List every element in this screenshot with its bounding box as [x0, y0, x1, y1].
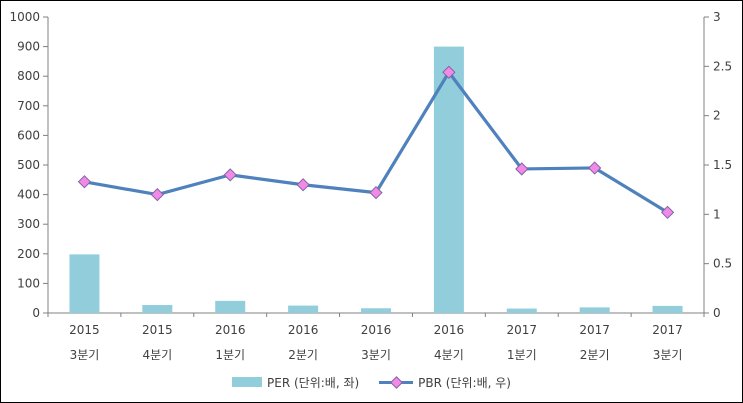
category-label-year: 2016 — [361, 323, 392, 337]
left-axis-tick-label: 400 — [17, 188, 40, 202]
category-label-quarter: 1분기 — [507, 348, 537, 362]
right-axis-tick-label: 3 — [713, 10, 721, 24]
left-axis-tick-label: 300 — [17, 217, 40, 231]
pbr-diamond-marker-icon — [390, 376, 404, 389]
pbr-marker-icon — [588, 161, 602, 175]
per-bar — [579, 307, 610, 313]
left-axis-tick-label: 100 — [17, 276, 40, 290]
legend-label-pbr: PBR (단위:배, 우) — [418, 375, 511, 390]
left-axis-tick-label: 500 — [17, 158, 40, 172]
category-label-quarter: 3분기 — [361, 348, 391, 362]
pbr-marker-icon — [442, 65, 456, 79]
per-bar — [361, 308, 391, 313]
category-label-quarter: 4분기 — [434, 348, 464, 362]
right-axis-tick-label: 2.5 — [713, 59, 732, 73]
right-axis-tick-label: 1.5 — [713, 158, 732, 172]
pbr-marker-icon — [369, 185, 383, 200]
right-axis-tick-label: 0 — [713, 306, 721, 320]
category-label-year: 2016 — [215, 323, 246, 337]
left-axis-tick-label: 700 — [17, 99, 40, 113]
pbr-marker-icon — [150, 187, 164, 202]
category-label-year: 2015 — [142, 323, 173, 337]
chart-legend: PER (단위:배, 좌) PBR (단위:배, 우) — [1, 372, 742, 392]
category-label-quarter: 3분기 — [653, 348, 683, 362]
right-axis-tick-label: 0.5 — [713, 257, 732, 271]
left-axis-tick-label: 900 — [17, 40, 40, 54]
left-axis-tick-label: 600 — [17, 128, 40, 142]
category-label-year: 2016 — [288, 323, 319, 337]
per-bar — [652, 305, 683, 313]
category-label-year: 2017 — [652, 323, 683, 337]
category-label-quarter: 1분기 — [215, 348, 245, 362]
category-label-year: 2017 — [507, 323, 538, 337]
right-axis-tick-label: 1 — [713, 207, 721, 221]
category-label-year: 2017 — [579, 323, 610, 337]
per-bar — [506, 308, 537, 313]
per-bar-swatch-icon — [232, 377, 262, 387]
left-axis-tick-label: 1000 — [9, 10, 40, 24]
pbr-marker-icon — [77, 175, 92, 189]
category-label-year: 2016 — [434, 323, 465, 337]
pbr-marker-icon — [515, 162, 529, 176]
category-label-year: 2015 — [69, 323, 100, 337]
per-bar — [215, 300, 246, 313]
category-label-quarter: 2분기 — [580, 348, 610, 362]
pbr-line-swatch-icon — [379, 376, 414, 389]
left-axis-tick-label: 800 — [17, 69, 40, 83]
left-axis-tick-label: 0 — [32, 306, 40, 320]
left-axis-tick-label: 200 — [17, 247, 40, 261]
category-label-quarter: 2분기 — [288, 348, 318, 362]
pbr-marker-icon — [660, 205, 675, 220]
category-label-quarter: 3분기 — [70, 348, 100, 362]
pbr-marker-icon — [223, 168, 237, 182]
legend-item-per: PER (단위:배, 좌) — [232, 374, 359, 391]
right-axis-tick-label: 2 — [713, 109, 721, 123]
per-bar — [142, 305, 173, 313]
legend-item-pbr: PBR (단위:배, 우) — [379, 374, 511, 391]
per-bar — [69, 254, 100, 313]
pbr-marker-icon — [296, 178, 310, 192]
per-bar — [288, 305, 319, 313]
category-label-quarter: 4분기 — [142, 348, 172, 362]
legend-label-per: PER (단위:배, 좌) — [267, 375, 360, 390]
